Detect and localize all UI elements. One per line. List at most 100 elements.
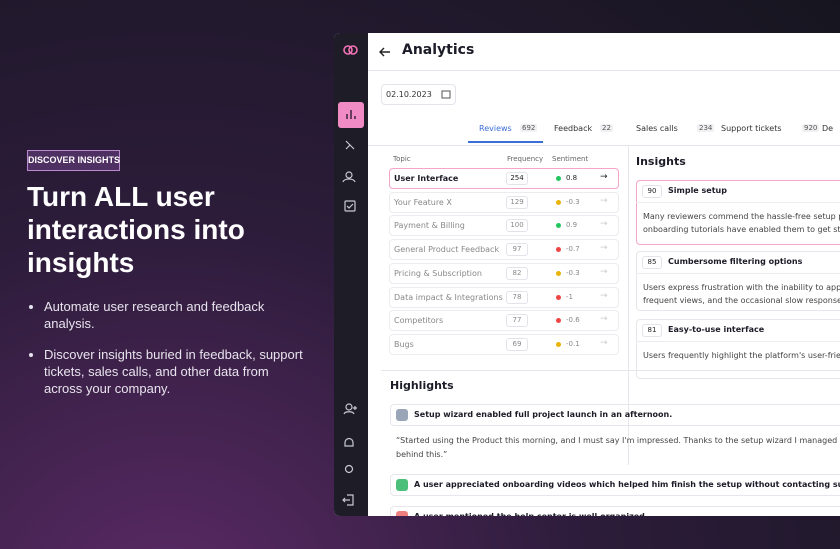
topic: Payment & Billing [394,221,465,231]
topic: Data impact & Integrations [394,292,503,302]
frequency: 69 [506,337,528,351]
column-header: Topic [393,155,411,163]
app-window: Analytics 02.10.2023 Insights Highlights… [334,33,840,516]
sentiment: 0.8 [566,174,578,182]
sentiment: -0.6 [566,316,580,325]
tab-count: 22 [600,124,613,132]
sentiment: -0.7 [566,245,580,254]
highlight-text: Setup wizard enabled full project launch… [414,410,673,419]
insight-score: 81 [642,324,662,337]
topic-row[interactable] [389,239,619,261]
insight-card[interactable] [636,319,840,379]
tab-count: 920 [802,124,820,132]
tab-label[interactable]: Reviews [479,124,512,133]
highlight-text: A user appreciated onboarding videos whi… [414,480,840,489]
insight-header-line [636,273,840,274]
divider [368,70,840,71]
topic-row[interactable] [389,191,619,213]
tab-label[interactable]: De [822,124,834,133]
sentiment-dot [556,223,561,229]
frequency: 82 [506,266,528,280]
topic-row[interactable] [389,262,619,284]
calendar-icon [441,90,451,99]
highlight-icon [396,409,408,421]
insight-score: 90 [642,185,662,198]
insight-text: onboarding tutorials have enabled them t… [643,225,840,234]
tab-label[interactable]: Sales calls [636,124,678,133]
frequency: 97 [506,243,528,257]
topic-row[interactable] [389,310,619,332]
row-arrow: → [600,290,608,301]
date: 02.10.2023 [386,90,432,99]
sentiment-dot [556,294,561,300]
insight-text: Users express frustration with the inabi… [643,283,840,292]
insight-card[interactable] [636,180,840,245]
frequency: 77 [506,314,528,328]
topic: User Interface [394,174,459,183]
frequency: 78 [506,290,528,304]
insight-header-line [636,341,840,342]
topic: Bugs [394,339,414,349]
insight-title: Cumbersome filtering options [668,257,803,266]
sentiment-dot [556,247,561,253]
page-title: Analytics [402,42,475,58]
tab-label[interactable]: Feedback [554,124,593,133]
sentiment-dot [556,270,561,276]
insights-title: Insights [636,155,686,168]
sentiment: -0.3 [566,197,580,206]
row-arrow: → [600,337,608,348]
bullet-list: Automate user research and feedback anal… [27,298,307,411]
highlight-quote: behind this.” [396,450,448,459]
insight-text: Many reviewers commend the hassle-free s… [643,212,840,221]
insight-card[interactable] [636,251,840,311]
frequency: 100 [506,219,528,233]
sentiment: -0.1 [566,339,580,348]
highlight-icon [396,511,408,516]
highlight-text: A user mentioned the help center is well… [414,512,648,516]
insight-text: frequent views, and the occasional slow … [643,296,840,305]
column-header: Sentiment [552,155,589,163]
insight-text: Users frequently highlight the platform'… [643,351,840,360]
divider [368,145,840,146]
sentiment: 0.9 [566,221,578,230]
tab-count: 234 [697,124,715,132]
sentiment-dot [556,341,561,347]
topic: Your Feature X [394,197,452,207]
topics-panel [381,145,629,465]
column-header: Frequency [507,155,544,163]
highlights-title: Highlights [390,379,454,392]
frequency: 129 [506,195,528,209]
insight-title: Simple setup [668,186,727,195]
divider [381,370,840,371]
row-arrow: → [600,243,608,254]
sentiment-dot [556,176,561,181]
tab-underline [468,141,543,143]
highlight-item[interactable] [390,404,840,426]
topic: General Product Feedback [394,245,500,255]
topic: Pricing & Subscription [394,268,482,278]
row-arrow: → [600,314,608,325]
date-picker[interactable] [381,84,456,105]
bullet: Automate user research and feedback anal… [44,298,307,332]
back-arrow[interactable] [378,45,392,59]
highlight-item[interactable] [390,506,840,516]
sentiment: -0.3 [566,268,580,277]
frequency: 254 [506,172,528,185]
sentiment: -1 [566,292,573,301]
highlight-item[interactable] [390,474,840,496]
sentiment-dot [556,318,561,324]
badge: DISCOVER INSIGHTS [27,150,120,171]
bullet: Discover insights buried in feedback, su… [44,346,307,397]
row-arrow: → [600,195,608,206]
headline: Turn ALL user interactions into insights [27,181,245,278]
insight-score: 85 [642,256,662,269]
topic-row[interactable] [389,168,619,189]
tab-label[interactable]: Support tickets [721,124,782,133]
sidebar [334,33,368,516]
topic: Competitors [394,316,444,326]
topic-row[interactable] [389,286,619,308]
highlight-quote: “Started using the Product this morning,… [396,436,840,445]
topic-row[interactable] [389,215,619,237]
topic-row[interactable] [389,333,619,355]
